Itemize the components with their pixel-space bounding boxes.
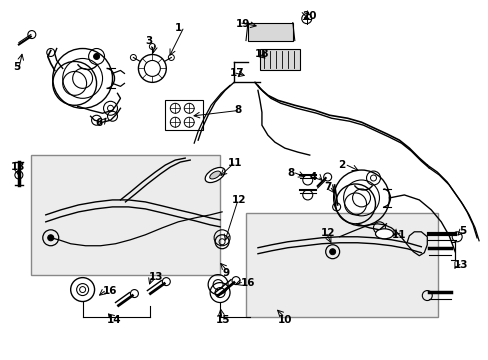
Text: 9: 9 [222,268,229,278]
Ellipse shape [375,229,393,239]
Circle shape [329,249,335,255]
Circle shape [93,54,100,59]
Text: 7: 7 [324,182,331,192]
Text: 5: 5 [458,226,466,236]
Text: 20: 20 [301,11,316,21]
Text: 2: 2 [337,160,344,170]
Bar [165,100,203,130]
Text: 11: 11 [227,158,242,168]
Text: 10: 10 [277,315,292,325]
Text: 17: 17 [229,68,244,78]
Text: 14: 14 [106,315,121,325]
Text: 11: 11 [390,230,405,240]
Bar [260,49,299,71]
Ellipse shape [209,171,220,179]
Circle shape [48,235,54,241]
Text: 16: 16 [102,285,117,296]
Text: 16: 16 [241,278,255,288]
Text: 5: 5 [13,62,20,72]
Text: 19: 19 [236,19,250,29]
Text: 13: 13 [148,272,163,282]
Text: 1: 1 [175,23,182,33]
Text: 13: 13 [11,162,25,172]
Text: 15: 15 [216,315,230,325]
Ellipse shape [205,167,224,183]
Text: 8: 8 [234,105,241,115]
Text: 18: 18 [254,49,269,59]
Bar [31,155,220,275]
Text: 8: 8 [287,168,294,178]
Text: 13: 13 [453,260,468,270]
Bar [247,23,292,41]
Text: 4: 4 [309,172,317,182]
Text: 6: 6 [95,118,102,128]
Text: 3: 3 [145,36,152,46]
Text: 12: 12 [320,228,334,238]
Bar [245,213,437,318]
Text: 12: 12 [232,195,246,205]
